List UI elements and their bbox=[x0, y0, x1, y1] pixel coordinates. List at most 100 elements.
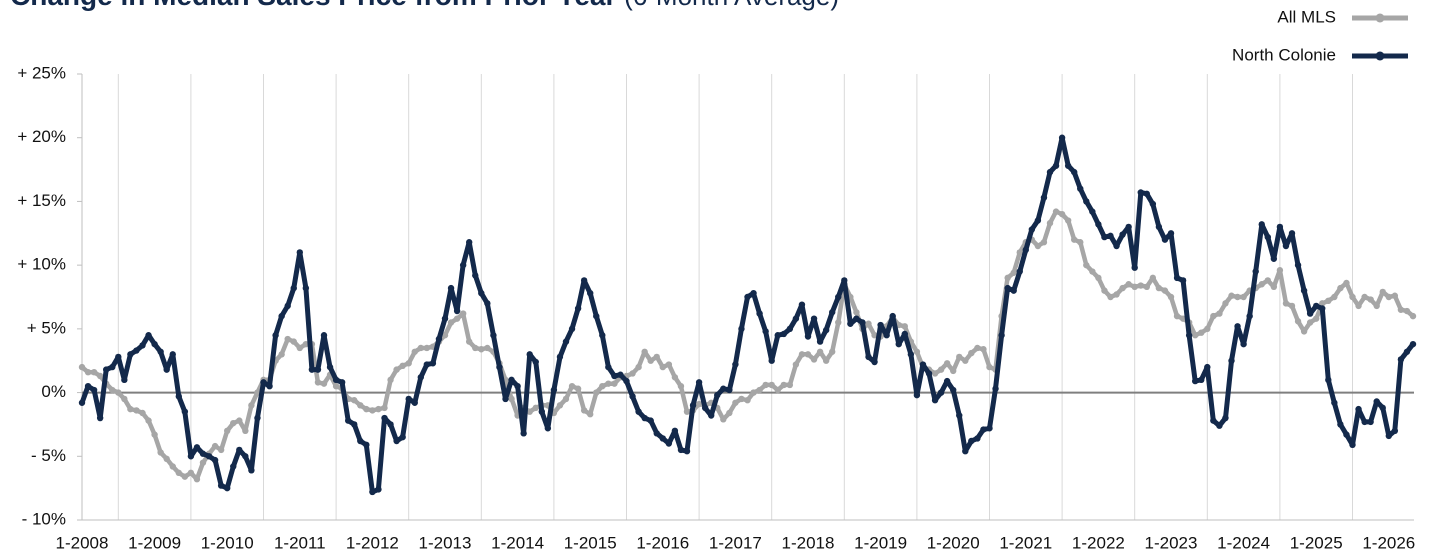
point bbox=[1204, 325, 1211, 333]
point bbox=[1016, 249, 1023, 256]
point bbox=[290, 284, 297, 292]
point bbox=[1192, 377, 1199, 385]
point bbox=[720, 416, 727, 423]
point bbox=[1052, 208, 1060, 215]
point bbox=[345, 417, 352, 424]
point bbox=[835, 293, 842, 301]
point bbox=[786, 381, 794, 389]
point bbox=[496, 363, 503, 371]
point bbox=[635, 408, 642, 415]
point bbox=[665, 361, 673, 368]
point bbox=[1161, 287, 1169, 294]
point bbox=[405, 395, 412, 403]
point bbox=[157, 449, 164, 456]
point bbox=[1306, 319, 1314, 326]
point bbox=[1403, 307, 1411, 315]
point bbox=[780, 330, 787, 338]
point bbox=[175, 393, 182, 400]
point bbox=[357, 402, 364, 409]
point bbox=[151, 340, 158, 348]
point bbox=[1337, 421, 1344, 428]
point bbox=[750, 389, 757, 396]
point bbox=[677, 383, 685, 390]
point bbox=[1113, 242, 1120, 250]
point bbox=[357, 437, 364, 445]
point bbox=[1355, 405, 1362, 413]
point bbox=[508, 376, 515, 384]
legend-label: All MLS bbox=[1277, 7, 1336, 26]
point bbox=[338, 379, 346, 386]
point bbox=[1403, 348, 1411, 355]
point bbox=[1034, 217, 1042, 224]
point bbox=[224, 484, 231, 492]
point bbox=[962, 357, 969, 364]
point bbox=[1282, 242, 1290, 250]
point bbox=[950, 367, 957, 375]
point bbox=[671, 427, 679, 434]
point bbox=[139, 342, 146, 349]
point bbox=[1258, 281, 1265, 288]
point bbox=[1204, 363, 1211, 371]
y-tick-label: - 10% bbox=[22, 509, 66, 528]
point bbox=[1282, 300, 1290, 307]
point bbox=[78, 363, 86, 371]
point bbox=[659, 435, 666, 442]
point bbox=[1210, 417, 1217, 424]
point bbox=[1010, 287, 1017, 294]
point bbox=[822, 357, 830, 364]
point bbox=[236, 417, 243, 424]
point bbox=[1294, 318, 1302, 325]
point bbox=[187, 469, 195, 477]
point bbox=[242, 453, 249, 460]
point bbox=[1331, 293, 1338, 301]
point bbox=[1361, 418, 1368, 426]
point bbox=[260, 379, 267, 386]
point bbox=[986, 425, 993, 432]
point bbox=[1216, 310, 1223, 317]
point bbox=[242, 427, 249, 434]
point bbox=[369, 488, 376, 496]
point bbox=[835, 319, 842, 326]
point bbox=[544, 425, 552, 432]
point bbox=[411, 348, 418, 355]
point bbox=[1143, 283, 1151, 291]
point bbox=[417, 344, 424, 352]
point bbox=[786, 325, 794, 333]
point bbox=[526, 408, 533, 415]
point bbox=[641, 414, 648, 422]
point bbox=[1288, 230, 1296, 237]
point bbox=[847, 320, 854, 327]
point bbox=[472, 344, 479, 352]
point bbox=[550, 386, 558, 394]
point bbox=[139, 409, 146, 417]
point bbox=[841, 277, 848, 284]
point bbox=[1331, 399, 1338, 406]
point bbox=[683, 408, 691, 415]
point bbox=[127, 405, 134, 413]
point bbox=[732, 361, 739, 368]
point bbox=[1119, 231, 1126, 238]
point bbox=[829, 348, 836, 355]
point bbox=[1161, 236, 1169, 243]
point bbox=[816, 348, 824, 355]
x-tick-label: 1-2024 bbox=[1217, 533, 1270, 550]
point bbox=[278, 312, 285, 320]
point bbox=[623, 377, 630, 385]
point bbox=[1040, 239, 1048, 246]
point bbox=[538, 408, 545, 415]
point bbox=[605, 363, 612, 371]
point bbox=[1228, 357, 1235, 364]
point bbox=[1385, 293, 1393, 301]
point bbox=[96, 372, 104, 380]
point bbox=[1325, 297, 1332, 305]
point bbox=[956, 353, 963, 361]
point bbox=[1319, 300, 1326, 307]
point bbox=[671, 374, 679, 381]
point bbox=[1089, 268, 1096, 275]
point bbox=[169, 351, 176, 358]
title: Change in Median Sales Price from Prior … bbox=[10, 0, 616, 11]
point bbox=[1028, 226, 1036, 233]
point bbox=[1325, 376, 1332, 384]
point bbox=[393, 437, 400, 445]
point bbox=[411, 399, 418, 406]
